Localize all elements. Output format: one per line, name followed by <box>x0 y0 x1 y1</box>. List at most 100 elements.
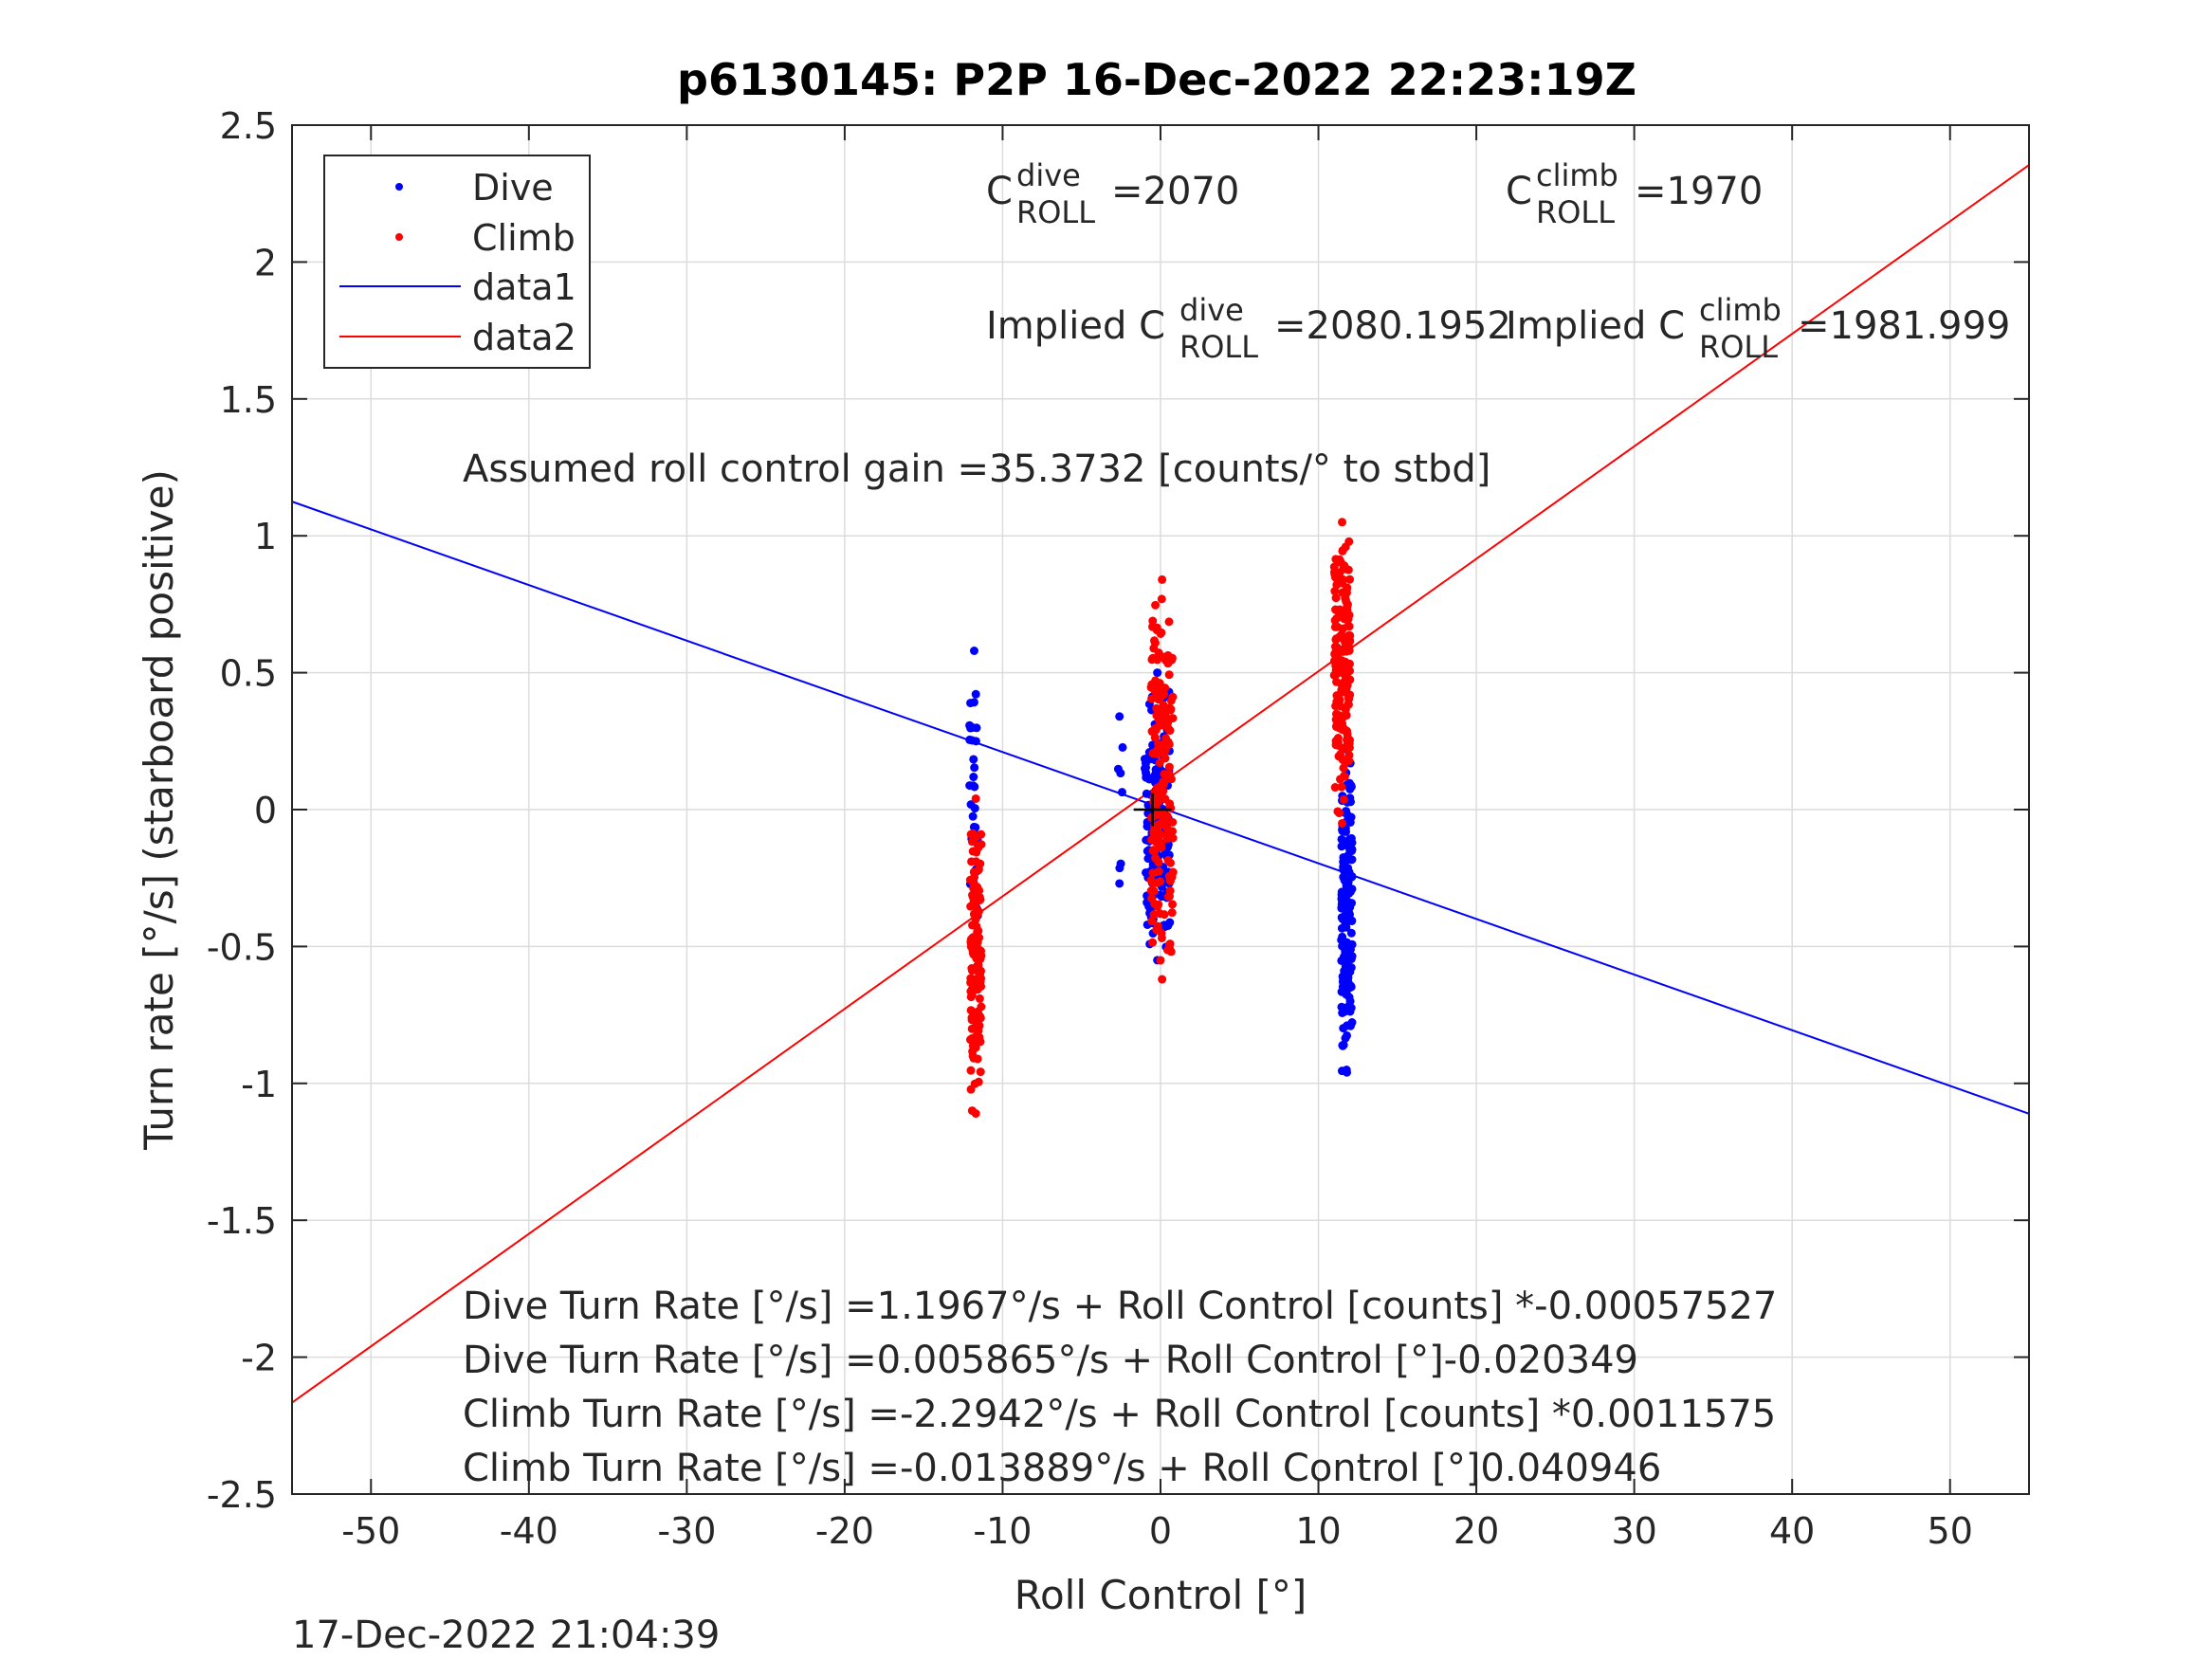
scatter-point-climb <box>969 896 978 905</box>
scatter-point-climb <box>1157 709 1166 719</box>
x-tick-label: 10 <box>1295 1510 1341 1552</box>
scatter-point-climb <box>1167 653 1177 663</box>
scatter-point-climb <box>1341 542 1350 552</box>
scatter-point-climb <box>1148 846 1158 855</box>
x-tick-label: -10 <box>973 1510 1032 1552</box>
implied-c-roll-dive-annotation: Implied C dive ROLL =2080.1952 <box>986 292 1511 365</box>
scatter-point-climb <box>1163 718 1173 727</box>
implied-c-roll-climb-annotation: Implied C climb ROLL =1981.999 <box>1506 292 2010 365</box>
scatter-point-climb <box>1338 518 1347 527</box>
scatter-point-climb <box>1156 956 1165 965</box>
chart-title: p6130145: P2P 16-Dec-2022 22:23:19Z <box>677 54 1636 105</box>
scatter-point-climb <box>1149 793 1159 802</box>
scatter-point-climb <box>1157 594 1166 604</box>
scatter-point-climb <box>1342 658 1351 667</box>
scatter-point-climb <box>967 837 977 847</box>
scatter-point-climb <box>966 1006 976 1015</box>
scatter-point-climb <box>971 793 980 803</box>
scatter-point-climb <box>968 984 978 994</box>
implied-climb-value: =1981.999 <box>1798 304 2010 348</box>
scatter-point-climb <box>1161 817 1170 827</box>
scatter-point-climb <box>973 1019 982 1029</box>
scatter-point-dive <box>970 763 979 773</box>
scatter-point-climb <box>1152 684 1161 694</box>
scatter-point-climb <box>1330 783 1340 793</box>
scatter-point-dive <box>1337 842 1346 851</box>
scatter-point-dive <box>1338 1008 1347 1017</box>
scatter-point-climb <box>967 857 977 866</box>
legend-data2-label: data2 <box>472 317 576 358</box>
y-tick-label: 0 <box>254 790 277 831</box>
scatter-point-climb <box>1331 661 1341 670</box>
scatter-point-dive <box>969 822 978 831</box>
y-tick-label: -2.5 <box>207 1474 277 1516</box>
scatter-point-climb <box>1337 782 1346 792</box>
legend-dive-label: Dive <box>472 167 554 209</box>
x-tick-label: -30 <box>657 1510 716 1552</box>
scatter-point-climb <box>974 1026 983 1035</box>
scatter-point-climb <box>1344 630 1354 640</box>
scatter-point-climb <box>1147 894 1157 903</box>
scatter-point-climb <box>1161 754 1170 763</box>
scatter-point-dive <box>1116 769 1125 778</box>
c-dive-base: C <box>986 170 1013 213</box>
scatter-point-climb <box>1331 709 1341 719</box>
dive-eq-counts: Dive Turn Rate [°/s] =1.1967°/s + Roll C… <box>463 1285 1777 1328</box>
scatter-point-dive <box>1346 928 1356 938</box>
scatter-point-climb <box>1152 626 1161 635</box>
scatter-point-climb <box>1335 609 1344 618</box>
scatter-point-climb <box>1166 705 1176 715</box>
legend-climb-label: Climb <box>472 217 576 259</box>
implied-climb-subscript: ROLL <box>1699 329 1778 365</box>
scatter-point-dive <box>1344 980 1353 990</box>
scatter-point-climb <box>966 1066 976 1075</box>
scatter-point-climb <box>975 933 984 942</box>
scatter-point-dive <box>969 698 978 707</box>
scatter-point-climb <box>1147 835 1157 845</box>
scatter-point-climb <box>1333 734 1343 743</box>
scatter-point-climb <box>1156 877 1165 886</box>
c-climb-subscript: ROLL <box>1536 194 1615 230</box>
print-timestamp: 17-Dec-2022 21:04:39 <box>292 1613 720 1657</box>
legend-climb-marker <box>395 233 403 241</box>
scatter-point-dive <box>969 773 978 782</box>
scatter-point-climb <box>1165 876 1175 885</box>
c-climb-value: =1970 <box>1635 170 1763 213</box>
scatter-point-climb <box>1329 670 1339 680</box>
scatter-point-climb <box>1339 794 1348 804</box>
scatter-point-climb <box>1165 939 1175 949</box>
scatter-point-climb <box>1344 734 1353 743</box>
scatter-point-climb <box>1152 747 1161 757</box>
scatter-point-climb <box>1163 855 1173 865</box>
y-tick-label: 1 <box>254 516 277 557</box>
scatter-point-climb <box>1166 775 1176 784</box>
scatter-point-climb <box>972 921 981 931</box>
scatter-point-climb <box>975 1032 984 1042</box>
x-tick-labels: -50 -40 -30 -20 -10 0 10 20 30 40 50 <box>341 1510 1973 1552</box>
scatter-point-climb <box>1161 684 1170 693</box>
c-climb-base: C <box>1506 170 1532 213</box>
scatter-point-climb <box>1338 818 1347 828</box>
scatter-point-dive <box>1346 1003 1356 1012</box>
scatter-point-climb <box>1164 670 1174 680</box>
scatter-point-climb <box>968 829 978 838</box>
scatter-point-dive <box>1153 668 1162 678</box>
scatter-point-climb <box>1332 697 1342 706</box>
scatter-point-climb <box>1166 696 1176 705</box>
axis-ticks <box>292 124 2029 1495</box>
scatter-point-climb <box>968 948 978 957</box>
legend-entry-data2: data2 <box>339 317 576 358</box>
scatter-point-dive <box>1345 818 1355 828</box>
scatter-point-climb <box>977 840 986 849</box>
scatter-point-climb <box>1161 738 1171 747</box>
scatter-point-dive <box>1161 849 1170 859</box>
scatter-point-climb <box>1156 651 1165 661</box>
scatter-point-dive <box>1142 789 1151 798</box>
climb-eq-counts: Climb Turn Rate [°/s] =-2.2942°/s + Roll… <box>463 1393 1776 1436</box>
scatter-point-dive <box>1115 864 1124 873</box>
scatter-point-dive <box>1338 932 1347 941</box>
scatter-point-climb <box>1343 602 1352 611</box>
implied-dive-subscript: ROLL <box>1179 329 1258 365</box>
scatter-point-dive <box>969 646 978 655</box>
scatter-point-dive <box>971 689 980 699</box>
